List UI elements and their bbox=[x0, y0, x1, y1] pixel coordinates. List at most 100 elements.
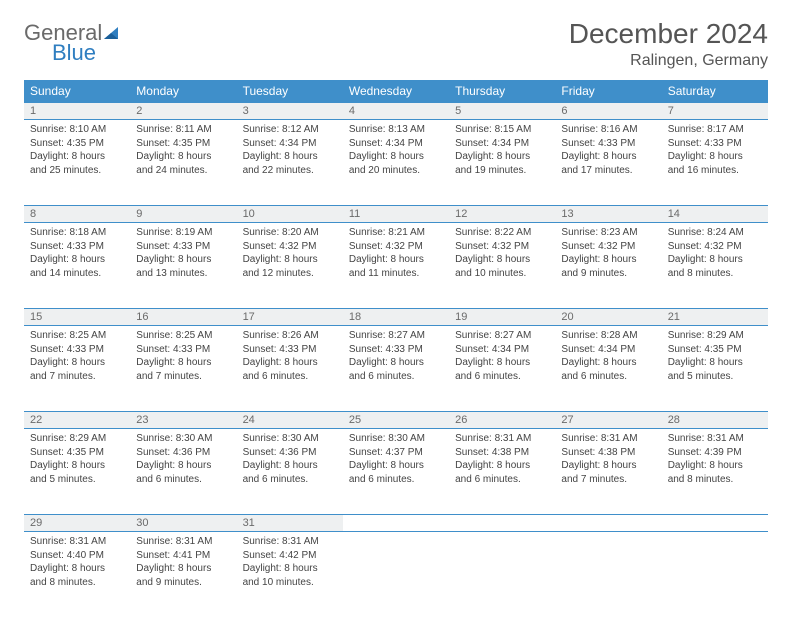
daylight-line: Daylight: 8 hours and 5 minutes. bbox=[30, 459, 124, 486]
sunrise-line: Sunrise: 8:26 AM bbox=[243, 329, 337, 343]
day-cell-body: Sunrise: 8:15 AMSunset: 4:34 PMDaylight:… bbox=[449, 120, 555, 183]
day-cell: Sunrise: 8:30 AMSunset: 4:36 PMDaylight:… bbox=[130, 429, 236, 515]
sunrise-line: Sunrise: 8:22 AM bbox=[455, 226, 549, 240]
day-cell bbox=[343, 532, 449, 618]
day-cell: Sunrise: 8:11 AMSunset: 4:35 PMDaylight:… bbox=[130, 120, 236, 206]
day-cell: Sunrise: 8:16 AMSunset: 4:33 PMDaylight:… bbox=[555, 120, 661, 206]
sunset-line: Sunset: 4:33 PM bbox=[30, 240, 124, 254]
sunrise-line: Sunrise: 8:17 AM bbox=[668, 123, 762, 137]
day-number-cell: 24 bbox=[237, 412, 343, 429]
day-cell-body: Sunrise: 8:28 AMSunset: 4:34 PMDaylight:… bbox=[555, 326, 661, 389]
sunrise-line: Sunrise: 8:25 AM bbox=[136, 329, 230, 343]
day-cell: Sunrise: 8:18 AMSunset: 4:33 PMDaylight:… bbox=[24, 223, 130, 309]
daylight-line: Daylight: 8 hours and 7 minutes. bbox=[136, 356, 230, 383]
daynum-row: 15161718192021 bbox=[24, 309, 768, 326]
day-number-cell: 31 bbox=[237, 515, 343, 532]
daylight-line: Daylight: 8 hours and 20 minutes. bbox=[349, 150, 443, 177]
daylight-line: Daylight: 8 hours and 6 minutes. bbox=[349, 459, 443, 486]
sunset-line: Sunset: 4:34 PM bbox=[561, 343, 655, 357]
daylight-line: Daylight: 8 hours and 11 minutes. bbox=[349, 253, 443, 280]
day-number-cell: 8 bbox=[24, 206, 130, 223]
day-cell-body: Sunrise: 8:25 AMSunset: 4:33 PMDaylight:… bbox=[24, 326, 130, 389]
day-cell: Sunrise: 8:29 AMSunset: 4:35 PMDaylight:… bbox=[662, 326, 768, 412]
day-number-cell: 9 bbox=[130, 206, 236, 223]
day-cell-body: Sunrise: 8:31 AMSunset: 4:41 PMDaylight:… bbox=[130, 532, 236, 595]
day-cell-body: Sunrise: 8:25 AMSunset: 4:33 PMDaylight:… bbox=[130, 326, 236, 389]
day-cell-body: Sunrise: 8:31 AMSunset: 4:38 PMDaylight:… bbox=[449, 429, 555, 492]
sunset-line: Sunset: 4:35 PM bbox=[30, 137, 124, 151]
day-number-cell: 14 bbox=[662, 206, 768, 223]
daylight-line: Daylight: 8 hours and 7 minutes. bbox=[561, 459, 655, 486]
day-cell: Sunrise: 8:15 AMSunset: 4:34 PMDaylight:… bbox=[449, 120, 555, 206]
sunset-line: Sunset: 4:33 PM bbox=[136, 343, 230, 357]
day-cell: Sunrise: 8:21 AMSunset: 4:32 PMDaylight:… bbox=[343, 223, 449, 309]
daylight-line: Daylight: 8 hours and 6 minutes. bbox=[243, 459, 337, 486]
daylight-line: Daylight: 8 hours and 17 minutes. bbox=[561, 150, 655, 177]
daylight-line: Daylight: 8 hours and 6 minutes. bbox=[455, 356, 549, 383]
day-cell: Sunrise: 8:12 AMSunset: 4:34 PMDaylight:… bbox=[237, 120, 343, 206]
sunset-line: Sunset: 4:34 PM bbox=[243, 137, 337, 151]
calendar-body: 1234567Sunrise: 8:10 AMSunset: 4:35 PMDa… bbox=[24, 103, 768, 618]
sunrise-line: Sunrise: 8:13 AM bbox=[349, 123, 443, 137]
sunrise-line: Sunrise: 8:31 AM bbox=[455, 432, 549, 446]
sunset-line: Sunset: 4:37 PM bbox=[349, 446, 443, 460]
day-number-cell bbox=[662, 515, 768, 532]
day-number-cell: 5 bbox=[449, 103, 555, 120]
sunrise-line: Sunrise: 8:24 AM bbox=[668, 226, 762, 240]
day-cell: Sunrise: 8:31 AMSunset: 4:42 PMDaylight:… bbox=[237, 532, 343, 618]
day-number-cell: 11 bbox=[343, 206, 449, 223]
title-block: December 2024 Ralingen, Germany bbox=[569, 18, 768, 70]
day-cell: Sunrise: 8:31 AMSunset: 4:40 PMDaylight:… bbox=[24, 532, 130, 618]
day-cell-body: Sunrise: 8:30 AMSunset: 4:36 PMDaylight:… bbox=[237, 429, 343, 492]
day-cell: Sunrise: 8:31 AMSunset: 4:39 PMDaylight:… bbox=[662, 429, 768, 515]
sunrise-line: Sunrise: 8:19 AM bbox=[136, 226, 230, 240]
day-cell-body: Sunrise: 8:31 AMSunset: 4:42 PMDaylight:… bbox=[237, 532, 343, 595]
day-cell: Sunrise: 8:30 AMSunset: 4:37 PMDaylight:… bbox=[343, 429, 449, 515]
day-cell-body: Sunrise: 8:13 AMSunset: 4:34 PMDaylight:… bbox=[343, 120, 449, 183]
day-cell bbox=[555, 532, 661, 618]
week-row: Sunrise: 8:18 AMSunset: 4:33 PMDaylight:… bbox=[24, 223, 768, 309]
daylight-line: Daylight: 8 hours and 10 minutes. bbox=[243, 562, 337, 589]
day-number-cell: 2 bbox=[130, 103, 236, 120]
sunset-line: Sunset: 4:35 PM bbox=[136, 137, 230, 151]
logo: General Blue bbox=[24, 18, 122, 64]
day-cell-body: Sunrise: 8:30 AMSunset: 4:37 PMDaylight:… bbox=[343, 429, 449, 492]
weekday-header: Thursday bbox=[449, 80, 555, 103]
weekday-header: Wednesday bbox=[343, 80, 449, 103]
day-number-cell: 6 bbox=[555, 103, 661, 120]
day-number-cell: 19 bbox=[449, 309, 555, 326]
daylight-line: Daylight: 8 hours and 7 minutes. bbox=[30, 356, 124, 383]
day-cell: Sunrise: 8:31 AMSunset: 4:41 PMDaylight:… bbox=[130, 532, 236, 618]
weekday-header: Monday bbox=[130, 80, 236, 103]
day-number-cell: 26 bbox=[449, 412, 555, 429]
day-number-cell: 4 bbox=[343, 103, 449, 120]
day-cell: Sunrise: 8:27 AMSunset: 4:34 PMDaylight:… bbox=[449, 326, 555, 412]
daylight-line: Daylight: 8 hours and 13 minutes. bbox=[136, 253, 230, 280]
sunrise-line: Sunrise: 8:29 AM bbox=[30, 432, 124, 446]
logo-sail-icon bbox=[104, 25, 122, 44]
day-cell: Sunrise: 8:10 AMSunset: 4:35 PMDaylight:… bbox=[24, 120, 130, 206]
daynum-row: 1234567 bbox=[24, 103, 768, 120]
sunrise-line: Sunrise: 8:31 AM bbox=[668, 432, 762, 446]
day-number-cell: 21 bbox=[662, 309, 768, 326]
sunrise-line: Sunrise: 8:31 AM bbox=[561, 432, 655, 446]
page-title: December 2024 bbox=[569, 18, 768, 50]
week-row: Sunrise: 8:10 AMSunset: 4:35 PMDaylight:… bbox=[24, 120, 768, 206]
weekday-header: Saturday bbox=[662, 80, 768, 103]
sunrise-line: Sunrise: 8:30 AM bbox=[349, 432, 443, 446]
daynum-row: 891011121314 bbox=[24, 206, 768, 223]
sunset-line: Sunset: 4:32 PM bbox=[668, 240, 762, 254]
logo-line2: Blue bbox=[52, 42, 122, 64]
sunrise-line: Sunrise: 8:25 AM bbox=[30, 329, 124, 343]
sunset-line: Sunset: 4:32 PM bbox=[243, 240, 337, 254]
day-cell: Sunrise: 8:23 AMSunset: 4:32 PMDaylight:… bbox=[555, 223, 661, 309]
daylight-line: Daylight: 8 hours and 6 minutes. bbox=[561, 356, 655, 383]
daynum-row: 293031 bbox=[24, 515, 768, 532]
daylight-line: Daylight: 8 hours and 8 minutes. bbox=[30, 562, 124, 589]
day-cell: Sunrise: 8:27 AMSunset: 4:33 PMDaylight:… bbox=[343, 326, 449, 412]
daylight-line: Daylight: 8 hours and 25 minutes. bbox=[30, 150, 124, 177]
weekday-header: Sunday bbox=[24, 80, 130, 103]
sunrise-line: Sunrise: 8:21 AM bbox=[349, 226, 443, 240]
calendar-table: Sunday Monday Tuesday Wednesday Thursday… bbox=[24, 80, 768, 618]
header: General Blue December 2024 Ralingen, Ger… bbox=[24, 18, 768, 70]
